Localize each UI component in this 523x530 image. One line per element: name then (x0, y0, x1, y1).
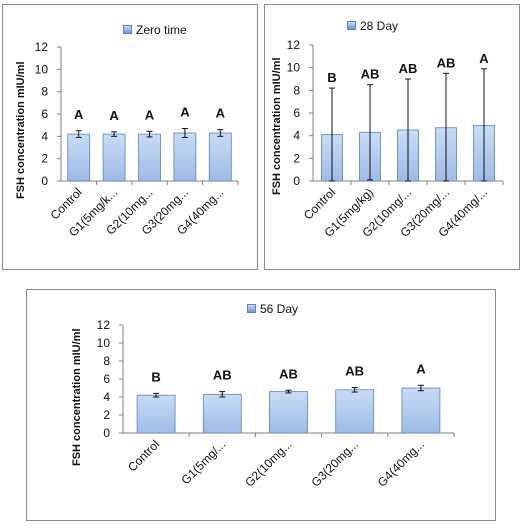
bar (67, 133, 91, 182)
y-tick-label: 6 (103, 372, 110, 386)
bar (173, 132, 197, 182)
x-tick-label: G1(5mg/... (178, 437, 228, 487)
chart-legend: Zero time (123, 23, 187, 37)
y-tick-label: 6 (293, 106, 300, 120)
y-tick-label: 8 (103, 354, 110, 368)
chart-svg: 024681012AControlAG1(5mg/k...AG2(10mg...… (35, 40, 239, 239)
y-tick-label: 12 (287, 38, 301, 52)
significance-letter: B (151, 369, 160, 384)
y-tick-label: 4 (293, 129, 300, 143)
chart-legend: 56 Day (247, 302, 298, 316)
chart-legend: 28 Day (347, 19, 398, 33)
y-tick-label: 0 (293, 174, 300, 188)
x-tick-label: G4(40mg... (375, 437, 427, 489)
significance-letter: AB (345, 364, 364, 379)
bar (401, 387, 441, 434)
legend-label: Zero time (136, 23, 187, 37)
significance-letter: A (180, 105, 190, 120)
chart-panel-28-day: 28 Day FSH concentration mIU/ml 0 2 4 6 8 10 1… (264, 4, 520, 270)
significance-letter: A (145, 107, 155, 122)
y-tick-label: 0 (41, 174, 48, 188)
bar (335, 389, 375, 434)
y-tick-label: 6 (41, 107, 48, 121)
significance-letter: A (216, 106, 226, 121)
legend-swatch (123, 25, 132, 34)
bar (136, 394, 176, 434)
y-tick-label: 12 (97, 318, 111, 332)
bar (269, 391, 308, 434)
significance-letter: AB (361, 67, 380, 82)
x-tick-label: G3(20mg... (308, 437, 360, 489)
bar (138, 133, 161, 182)
significance-letter: AB (213, 368, 232, 383)
legend-swatch (247, 304, 256, 313)
bar (208, 132, 232, 182)
significance-letter: AB (399, 61, 418, 76)
y-tick-label: 12 (35, 40, 49, 54)
y-tick-label: 2 (103, 408, 110, 422)
y-tick-label: 10 (287, 61, 301, 75)
y-tick-label: 0 (103, 426, 110, 440)
significance-letter: AB (437, 55, 456, 70)
x-tick-label: Control (301, 185, 338, 222)
y-tick-label: 8 (41, 85, 48, 99)
x-tick-label: Control (125, 437, 162, 474)
chart-svg: 0 2 4 6 8 10 12 B Control AB G1(5mg/... AB G2(10mg..… (97, 318, 455, 490)
legend-label: 28 Day (360, 19, 399, 33)
chart-panel-56-day: 56 Day FSH concentration mIU/ml 0 2 4 6 8 10 1… (26, 289, 496, 521)
significance-letter: A (416, 361, 426, 376)
x-tick-label: G2(10mg... (242, 437, 294, 489)
y-tick-label: 8 (293, 83, 300, 97)
significance-letter: A (74, 107, 84, 122)
y-tick-label: 10 (35, 62, 49, 76)
significance-letter: B (327, 70, 336, 85)
chart-svg: 024681012BControlABG1(5mg/kg)ABG2(10mg/.… (287, 38, 504, 240)
y-tick-label: 2 (293, 151, 300, 165)
legend-label: 56 Day (260, 302, 299, 316)
y-tick-label: 4 (103, 390, 110, 404)
legend-swatch (347, 21, 356, 30)
significance-letter: A (479, 51, 489, 66)
y-tick-label: 10 (97, 336, 111, 350)
bar (202, 393, 242, 434)
bar (102, 133, 126, 182)
significance-letter: A (109, 108, 119, 123)
y-tick-label: 2 (41, 152, 48, 166)
significance-letter: AB (279, 366, 298, 381)
y-tick-label: 4 (41, 129, 48, 143)
